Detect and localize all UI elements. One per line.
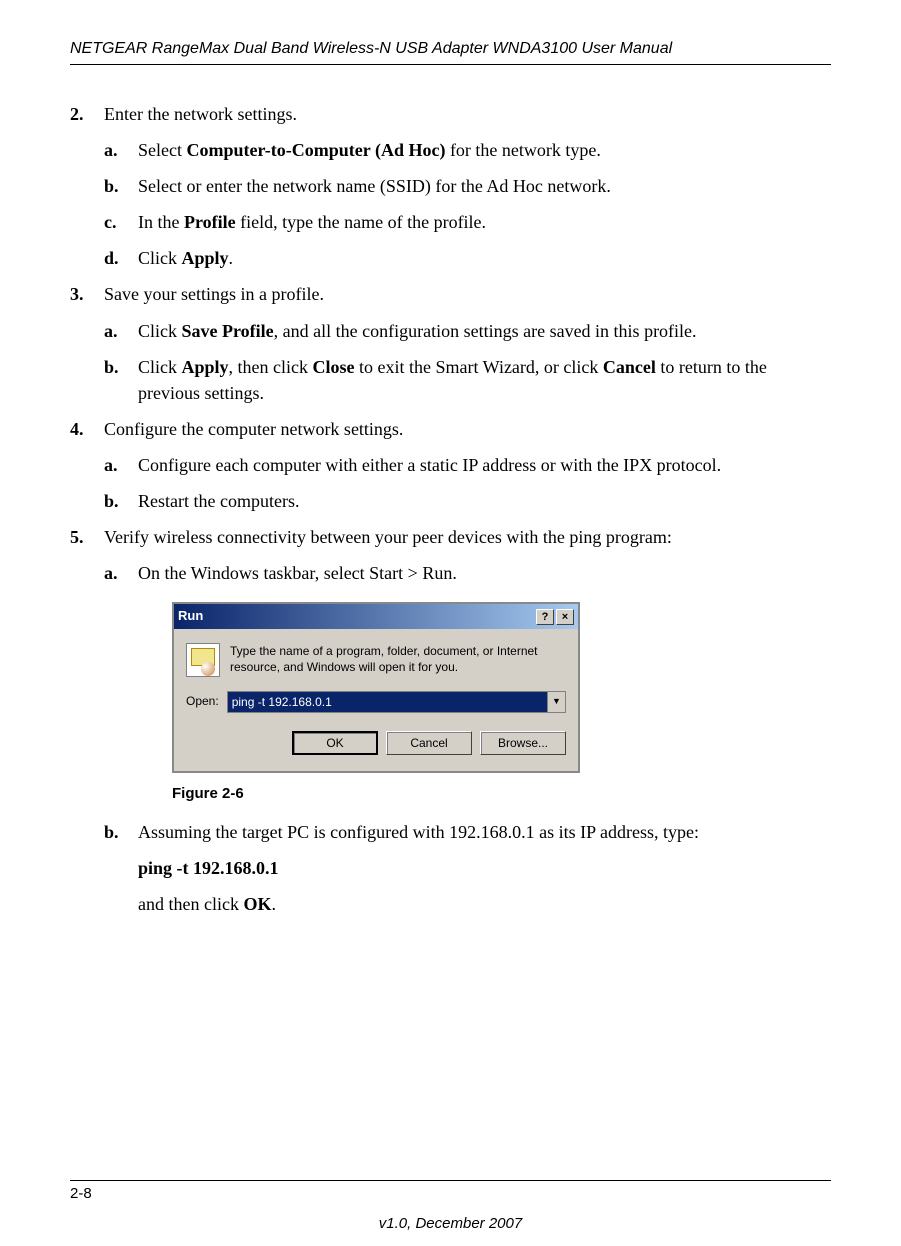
header-rule [70, 64, 831, 65]
step-4a: a. Configure each computer with either a… [104, 452, 831, 478]
cancel-button[interactable]: Cancel [386, 731, 472, 755]
step-5b-line1: Assuming the target PC is configured wit… [138, 822, 699, 842]
step-4b-text: Restart the computers. [138, 491, 299, 511]
step-5b-cmd: ping -t 192.168.0.1 [138, 855, 831, 881]
close-button[interactable]: × [556, 609, 574, 625]
step-2c-pre: In the [138, 212, 184, 232]
step-2d-post: . [229, 248, 234, 268]
step-3b-bold1: Apply [182, 357, 229, 377]
step-2d-bold: Apply [182, 248, 229, 268]
step-3-text: Save your settings in a profile. [104, 284, 324, 304]
step-3b-bold3: Cancel [603, 357, 656, 377]
page-footer: 2-8 v1.0, December 2007 [70, 1180, 831, 1202]
step-5: 5. Verify wireless connectivity between … [70, 524, 831, 917]
step-4-num: 4. [70, 416, 84, 442]
main-steps-list: 2. Enter the network settings. a. Select… [70, 101, 831, 917]
open-dropdown-icon[interactable]: ▼ [547, 692, 565, 712]
step-3b-pre: Click [138, 357, 182, 377]
step-5b-letter: b. [104, 819, 119, 845]
step-4a-text: Configure each computer with either a st… [138, 455, 721, 475]
step-2a-bold: Computer-to-Computer (Ad Hoc) [186, 140, 445, 160]
open-input[interactable] [228, 692, 547, 712]
step-3a: a. Click Save Profile, and all the confi… [104, 318, 831, 344]
step-2a-pre: Select [138, 140, 186, 160]
step-3-num: 3. [70, 281, 84, 307]
step-4b: b. Restart the computers. [104, 488, 831, 514]
step-3a-bold: Save Profile [182, 321, 274, 341]
step-2a: a. Select Computer-to-Computer (Ad Hoc) … [104, 137, 831, 163]
run-dialog-figure: Run ? × Type the name of a program, fold… [172, 602, 831, 773]
titlebar-buttons: ? × [536, 609, 574, 625]
open-label: Open: [186, 693, 219, 710]
ok-button[interactable]: OK [292, 731, 378, 755]
step-3a-pre: Click [138, 321, 182, 341]
step-2a-post: for the network type. [445, 140, 600, 160]
step-4a-letter: a. [104, 452, 118, 478]
run-titlebar: Run ? × [174, 604, 578, 629]
step-5b-line2: and then click OK. [138, 891, 831, 917]
run-title: Run [178, 607, 203, 626]
step-3: 3. Save your settings in a profile. a. C… [70, 281, 831, 405]
step-5a: a. On the Windows taskbar, select Start … [104, 560, 831, 805]
step-4-sublist: a. Configure each computer with either a… [104, 452, 831, 514]
browse-button[interactable]: Browse... [480, 731, 566, 755]
step-2c: c. In the Profile field, type the name o… [104, 209, 831, 235]
step-5b-line2-post: . [271, 894, 276, 914]
help-button[interactable]: ? [536, 609, 554, 625]
step-3a-letter: a. [104, 318, 118, 344]
step-2d-letter: d. [104, 245, 119, 271]
step-5a-text: On the Windows taskbar, select Start > R… [138, 563, 457, 583]
step-4b-letter: b. [104, 488, 119, 514]
step-4-text: Configure the computer network settings. [104, 419, 403, 439]
step-5a-letter: a. [104, 560, 118, 586]
step-2d-pre: Click [138, 248, 182, 268]
step-3b-bold2: Close [313, 357, 355, 377]
step-2b: b. Select or enter the network name (SSI… [104, 173, 831, 199]
step-2: 2. Enter the network settings. a. Select… [70, 101, 831, 271]
step-2a-letter: a. [104, 137, 118, 163]
step-3b-mid1: , then click [229, 357, 313, 377]
step-3b-mid2: to exit the Smart Wizard, or click [355, 357, 603, 377]
step-3a-post: , and all the configuration settings are… [274, 321, 697, 341]
step-2c-bold: Profile [184, 212, 236, 232]
run-toprow: Type the name of a program, folder, docu… [186, 643, 566, 677]
run-open-row: Open: ▼ [186, 691, 566, 713]
step-5b-line2-bold: OK [243, 894, 271, 914]
step-2c-post: field, type the name of the profile. [236, 212, 486, 232]
step-5b-line2-pre: and then click [138, 894, 243, 914]
run-body: Type the name of a program, folder, docu… [174, 629, 578, 771]
step-2c-letter: c. [104, 209, 117, 235]
step-3b-letter: b. [104, 354, 119, 380]
step-2-sublist: a. Select Computer-to-Computer (Ad Hoc) … [104, 137, 831, 271]
run-description: Type the name of a program, folder, docu… [230, 643, 566, 677]
step-5-sublist: a. On the Windows taskbar, select Start … [104, 560, 831, 917]
open-combobox[interactable]: ▼ [227, 691, 566, 713]
step-5b: b. Assuming the target PC is configured … [104, 819, 831, 917]
step-2b-text: Select or enter the network name (SSID) … [138, 176, 611, 196]
step-2-text: Enter the network settings. [104, 104, 297, 124]
step-5-text: Verify wireless connectivity between you… [104, 527, 672, 547]
run-buttons-row: OK Cancel Browse... [186, 731, 566, 767]
page-content: 2. Enter the network settings. a. Select… [70, 101, 831, 917]
step-2d: d. Click Apply. [104, 245, 831, 271]
step-4: 4. Configure the computer network settin… [70, 416, 831, 514]
step-2-num: 2. [70, 101, 84, 127]
step-2b-letter: b. [104, 173, 119, 199]
run-dialog: Run ? × Type the name of a program, fold… [172, 602, 580, 773]
page-number: 2-8 [70, 1185, 831, 1202]
run-icon [186, 643, 220, 677]
doc-header-title: NETGEAR RangeMax Dual Band Wireless-N US… [70, 40, 831, 58]
footer-rule [70, 1180, 831, 1181]
footer-version: v1.0, December 2007 [70, 1215, 831, 1232]
step-3b: b. Click Apply, then click Close to exit… [104, 354, 831, 406]
step-5-num: 5. [70, 524, 84, 550]
figure-caption: Figure 2-6 [172, 783, 831, 805]
step-3-sublist: a. Click Save Profile, and all the confi… [104, 318, 831, 406]
